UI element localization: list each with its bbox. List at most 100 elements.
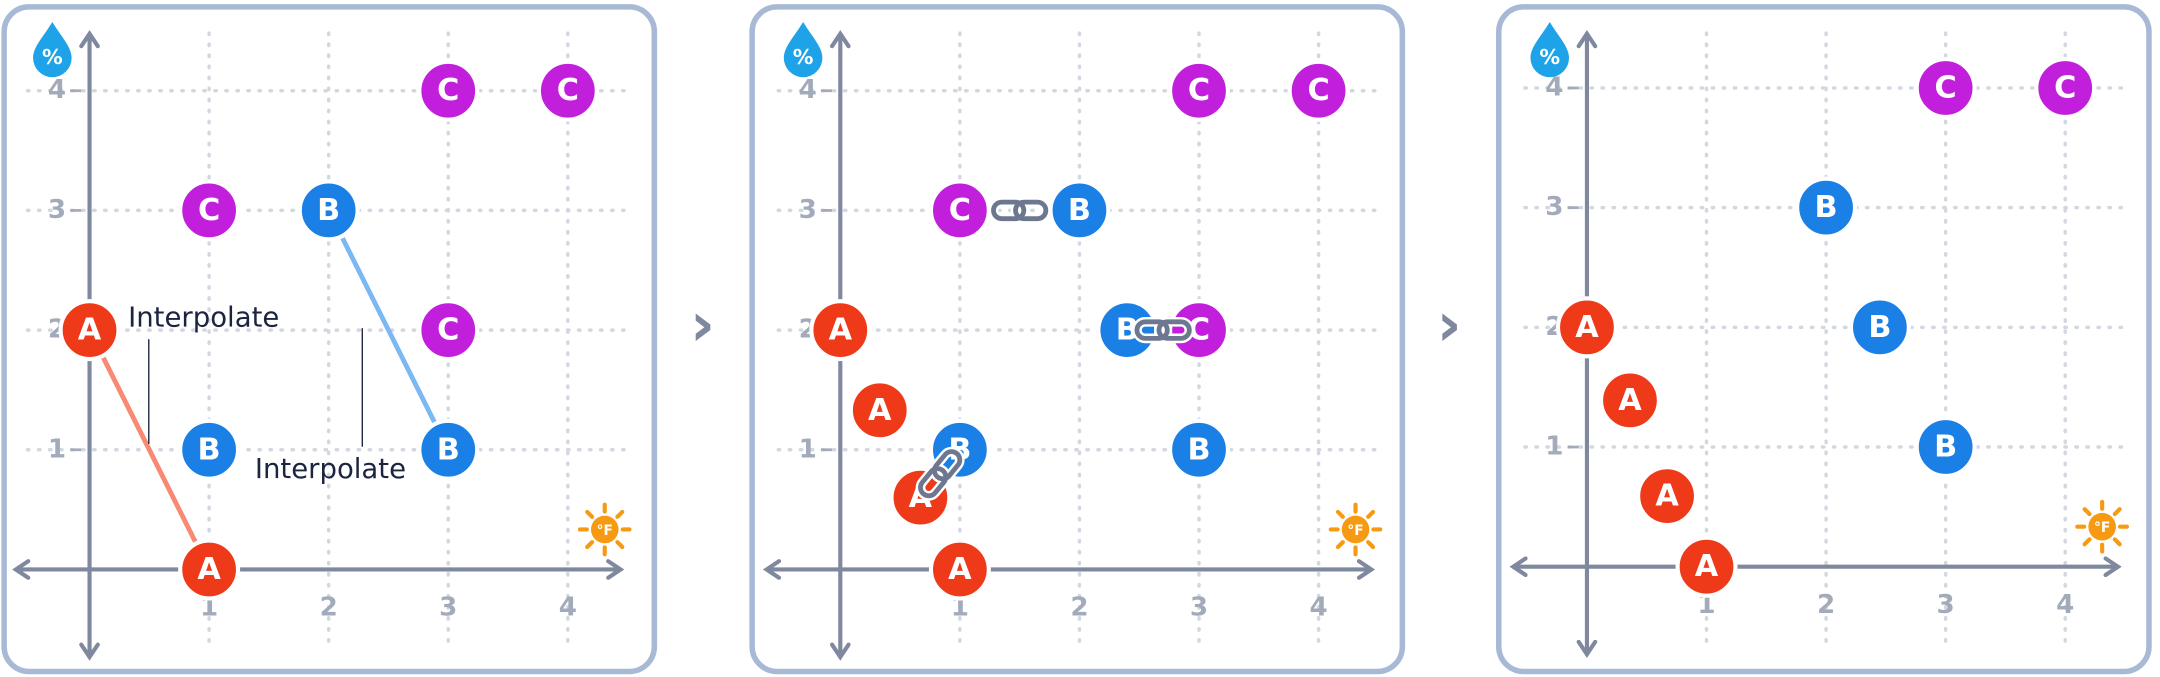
point [1848,296,1911,359]
point-label: B [317,193,340,228]
sun-ray [585,509,595,519]
y-tick-label: 1 [799,434,817,464]
separator: › [690,290,715,360]
sun-ray [1335,509,1345,519]
y-tick-label: 3 [1545,192,1563,222]
point-label: A [1618,383,1642,418]
link-ring [918,466,949,499]
panel-frame [1,4,658,675]
point-label: B [1187,432,1210,467]
link-icon [915,446,965,501]
point-label: C [437,313,459,348]
link-icon [988,197,1051,224]
y-tick-label: 1 [1545,432,1563,462]
sun-icon-label: °F [2094,520,2110,536]
point-label: C [437,73,459,108]
interpolation-line [326,209,451,451]
point-label: C [1188,313,1210,348]
sun-ray [615,509,625,519]
x-tick-label: 3 [1190,593,1208,623]
point-label: A [1655,479,1679,514]
y-tick-label: 3 [799,195,817,225]
point [417,59,480,122]
point [809,299,872,362]
point-label: B [1116,313,1139,348]
point-label: A [948,552,972,587]
point-label: B [1934,430,1957,465]
point [1914,415,1977,479]
point-label: C [949,193,971,228]
point [1168,418,1231,481]
point [889,466,952,529]
link-icon [1132,316,1195,344]
point-label: B [1868,310,1891,345]
point [178,179,241,242]
sun-icon-label: °F [597,523,613,539]
sun-icon [1341,515,1370,544]
sun-ray [1366,509,1376,519]
point [417,299,480,362]
link-ring [932,449,963,482]
sun-icon [2088,512,2116,541]
point [58,299,121,362]
x-tick-label: 3 [1937,590,1955,620]
point [178,538,241,601]
sun-ray [615,540,625,550]
point-label: C [198,193,220,228]
y-tick-label: 4 [48,75,66,105]
point-label: A [1695,549,1719,584]
drop-icon-label: % [1539,45,1560,69]
point-label: B [437,432,460,467]
point-label: B [1815,190,1838,225]
sun-ray [1335,540,1345,550]
point [297,179,360,242]
point [1914,56,1977,119]
drop-icon [783,22,823,78]
x-tick-label: 4 [559,593,577,623]
sun-ray [2112,507,2122,517]
separator: › [1437,290,1462,360]
sun-icon [590,515,619,544]
point [2034,56,2097,119]
x-tick-label: 2 [1817,590,1835,620]
point [178,418,241,481]
point-label: C [2054,70,2076,105]
y-tick-label: 1 [48,434,66,464]
sun-icon-label: °F [1347,523,1363,539]
sun-ray [2112,537,2122,547]
point-label: A [78,313,102,348]
point [1675,535,1738,598]
drop-icon-label: % [42,45,63,69]
sun-ray [1366,540,1376,550]
point-label: C [1307,73,1329,108]
annotation: Interpolate [255,453,406,485]
drop-icon [1530,22,1570,78]
point [1598,369,1661,432]
interpolation-line [87,329,212,571]
link-ring [1134,319,1170,341]
point [536,59,599,122]
point [928,538,991,601]
point-label: B [198,432,221,467]
y-tick-label: 3 [48,195,66,225]
point [1168,59,1231,122]
x-tick-label: 4 [1309,593,1327,623]
drop-icon [33,22,72,78]
annotation: Interpolate [128,301,279,333]
point [1287,59,1350,122]
point-label: A [829,313,853,348]
point-label: C [1935,70,1957,105]
link-ring [991,199,1027,222]
point-label: A [1575,310,1599,345]
sun-ray [2082,537,2092,547]
x-tick-label: 2 [320,593,338,623]
point [417,418,480,481]
point-label: A [868,393,892,428]
point-label: C [1188,73,1210,108]
x-tick-label: 3 [439,593,457,623]
point [928,418,991,481]
point [1795,176,1858,239]
